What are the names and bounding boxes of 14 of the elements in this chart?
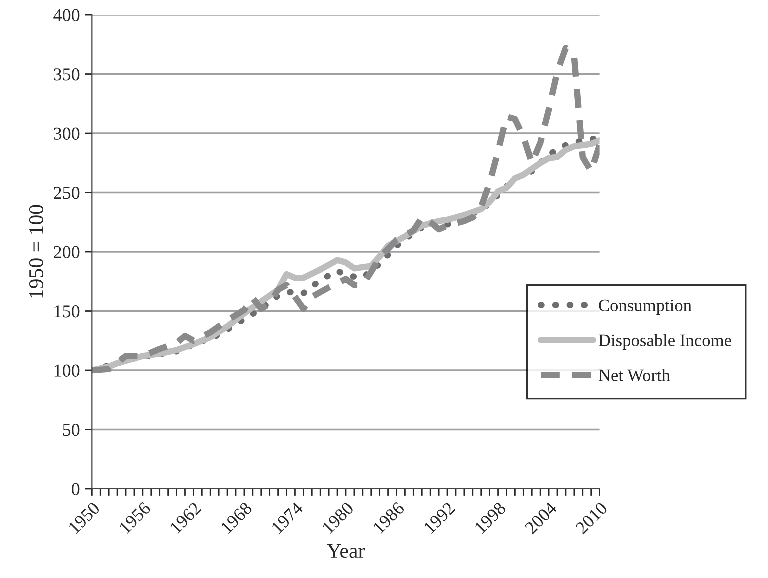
x-axis-title: Year <box>327 544 365 558</box>
legend-label: Net Worth <box>598 369 670 382</box>
y-axis-title: 1950 = 100 <box>29 205 44 298</box>
y-tick-label: 300 <box>54 128 80 140</box>
legend-label: Disposable Income <box>598 334 732 350</box>
y-tick-label: 350 <box>54 68 80 81</box>
y-tick-label: 200 <box>54 246 80 258</box>
y-tick-label: 100 <box>54 364 80 377</box>
legend-label: Consumption <box>599 300 692 316</box>
y-tick-label: 400 <box>54 9 80 22</box>
y-tick-label: 150 <box>54 306 80 318</box>
y-tick-label: 250 <box>54 187 80 200</box>
y-tick-label: 0 <box>72 483 80 496</box>
y-tick-label: 50 <box>63 424 80 436</box>
